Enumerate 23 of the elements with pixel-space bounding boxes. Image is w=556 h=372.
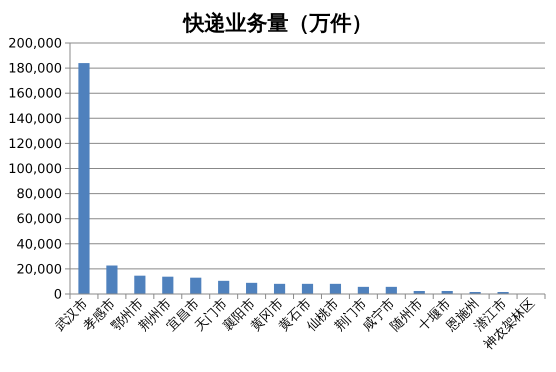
bar	[78, 63, 90, 294]
chart-title: 快递业务量（万件）	[182, 11, 372, 35]
bar	[330, 284, 342, 294]
y-tick-label: 40,000	[16, 237, 62, 252]
y-tick-label: 80,000	[16, 187, 62, 202]
y-tick-label: 100,000	[8, 162, 62, 177]
bar	[302, 284, 314, 294]
y-tick-label: 60,000	[16, 212, 62, 228]
bar	[106, 266, 118, 294]
y-tick-label: 0	[54, 288, 62, 302]
y-tick-label: 120,000	[8, 136, 62, 152]
y-tick-label: 200,000	[8, 36, 62, 52]
bar	[274, 284, 286, 294]
bar	[190, 278, 202, 294]
y-tick-label: 20,000	[16, 262, 62, 278]
bar	[134, 276, 146, 294]
bar	[386, 286, 397, 294]
y-tick-label: 180,000	[8, 62, 62, 77]
y-tick-label: 140,000	[8, 112, 62, 127]
y-tick-label: 160,000	[8, 86, 62, 102]
bar	[246, 282, 258, 294]
bar	[162, 276, 174, 294]
bar	[218, 280, 230, 294]
